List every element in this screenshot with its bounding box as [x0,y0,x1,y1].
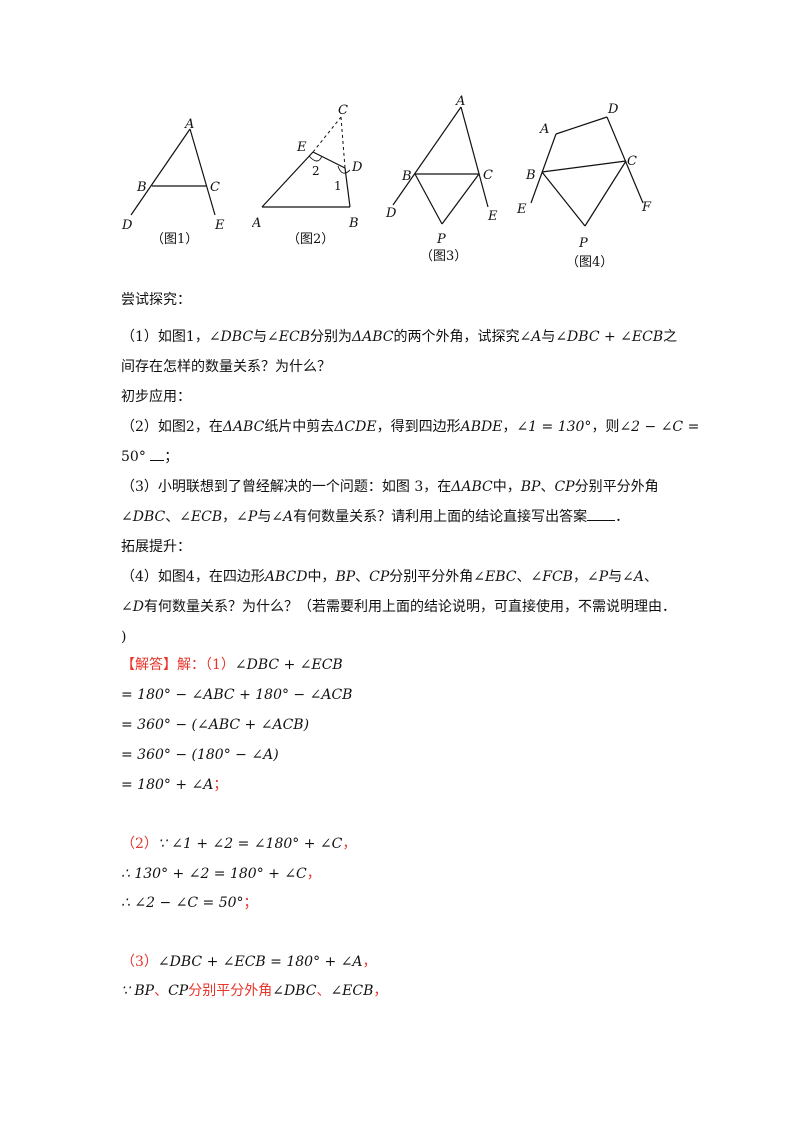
fig1-label-a: A [184,117,194,132]
solution-1-line-3: = 360° − (∠ABC + ∠ACB) [121,717,310,733]
fig3-label-e: E [487,209,498,224]
solution-2-line-1: （2）∵ ∠1 + ∠2 = ∠180° + ∠C， [121,836,357,852]
figure-1: A B C D E （图1） [118,115,233,255]
figure-2: C E D 2 1 A B （图2） [252,100,372,250]
fig2-caption: （图2） [287,232,334,247]
question-2-line-2: 50° ； [121,448,179,465]
solution-1-line-4: = 360° − (180° − ∠A) [121,747,279,763]
fig3-label-a: A [455,94,465,109]
fig2-label-d: D [351,160,363,175]
fig4-label-b: B [525,168,536,183]
figure-3: A B C D E P （图3） [378,92,508,272]
fig4-label-p: P [578,236,588,251]
answer-blank-3 [587,508,616,521]
fig3-label-d: D [385,206,397,221]
question-4-line-3: ) [121,629,127,645]
question-3-line-1: （3）小明联想到了曾经解决的一个问题：如图 3，在ΔABC中，BP、CP分别平分… [121,479,659,495]
solution-2-line-3: ∴ ∠2 − ∠C = 50°； [121,895,258,911]
section-extend: 拓展提升： [121,539,191,555]
section-try: 尝试探究： [121,292,191,308]
solution-2-line-2: ∴ 130° + ∠2 = 180° + ∠C， [121,866,321,882]
question-4-line-1: （4）如图4，在四边形ABCD中，BP、CP分别平分外角∠EBC、∠FCB，∠P… [121,569,658,585]
fig4-label-f: F [641,200,652,215]
fig1-label-c: C [210,180,220,195]
fig2-label-c: C [338,103,348,118]
fig3-caption: （图3） [420,249,467,264]
answer-blank-2 [150,448,165,461]
fig3-label-c: C [483,168,493,183]
solution-3-line-2: ∵ BP、CP分别平分外角∠DBC、∠ECB， [121,983,388,999]
fig1-caption: （图1） [151,232,198,247]
fig2-label-b: B [348,216,359,231]
question-2-line-1: （2）如图2，在ΔABC纸片中剪去ΔCDE，得到四边形ABDE，∠1 = 130… [121,419,700,435]
fig1-label-b: B [136,180,147,195]
question-4-line-2: ∠D有何数量关系？为什么？（若需要利用上面的结论说明，可直接使用，不需说明理由． [121,599,676,615]
fig1-label-d: D [121,218,133,233]
section-apply: 初步应用： [121,389,191,405]
fig4-caption: （图4） [566,255,613,270]
fig2-angle-2: 2 [312,164,320,178]
solution-1-line-1: 【解答】解：（1）∠DBC + ∠ECB [121,657,343,673]
fig4-label-e: E [516,202,527,217]
fig3-label-b: B [401,169,412,184]
fig2-angle-1: 1 [334,179,342,193]
fig2-label-e: E [296,140,307,155]
fig3-label-p: P [436,232,446,247]
question-3-line-2: ∠DBC、∠ECB，∠P与∠A有何数量关系？请利用上面的结论直接写出答案． [121,508,630,525]
solution-1-line-5: = 180° + ∠A； [121,777,228,793]
fig2-label-a: A [252,216,261,231]
fig4-label-c: C [627,154,637,169]
question-1-line-2: 间存在怎样的数量关系？为什么？ [121,359,331,375]
solution-3-line-1: （3）∠DBC + ∠ECB = 180° + ∠A， [121,954,377,970]
figure-4: D A C B E F P （图4） [512,95,662,275]
question-1-line-1: （1）如图1，∠DBC与∠ECB分别为ΔABC的两个外角，试探究∠A与∠DBC … [121,329,678,345]
fig4-label-d: D [607,102,619,117]
fig4-label-a: A [539,122,549,137]
fig1-label-e: E [214,218,225,233]
solution-1-line-2: = 180° − ∠ABC + 180° − ∠ACB [121,687,353,703]
